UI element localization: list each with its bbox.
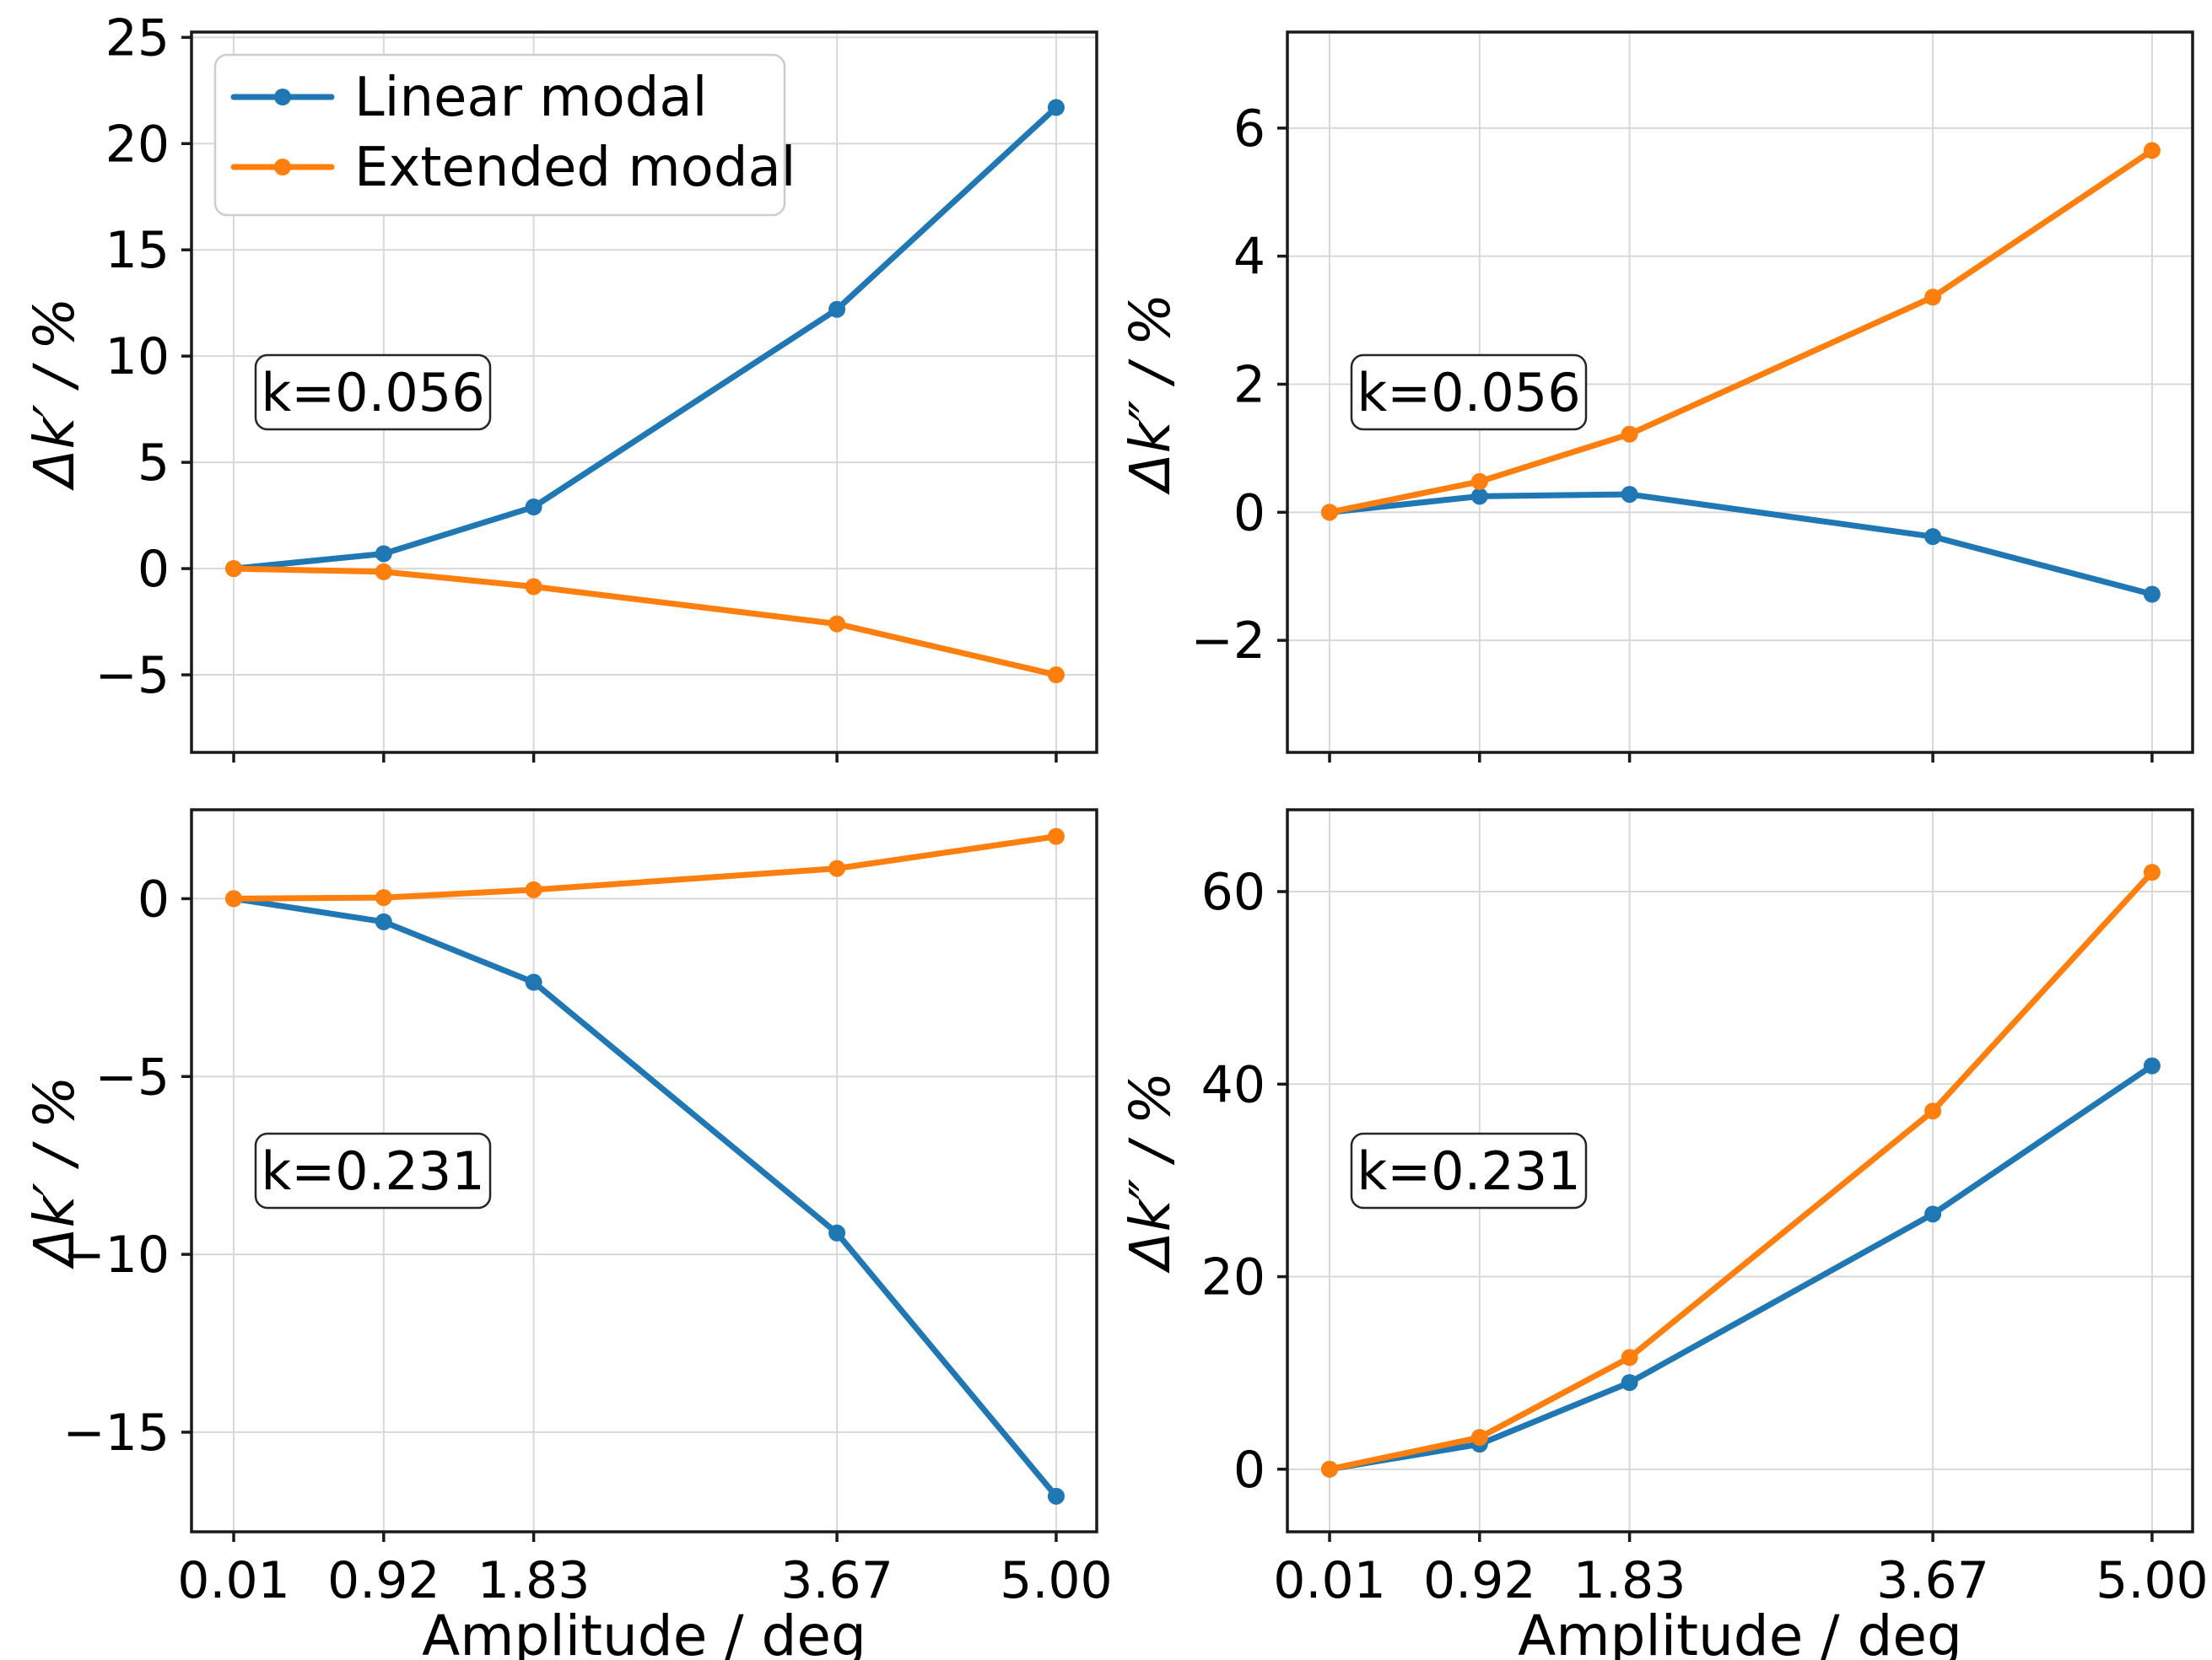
extended-modal-marker: [1621, 425, 1638, 443]
annotation-box: [254, 353, 492, 431]
x-tick-label: 3.67: [1876, 1551, 1989, 1610]
subplot-top-left: 25 20 15 10 5 0 −5 Δk′ / % k=0.056 Linear modal Ex…: [22, 8, 1098, 763]
y-tick-label: 0: [1233, 483, 1265, 542]
linear-modal-marker: [375, 545, 392, 563]
y-axis-label: Δk′ / %: [22, 1075, 87, 1269]
extended-modal-marker: [1470, 472, 1488, 490]
y-tick-label: −5: [95, 646, 170, 705]
annotation-label: k=0.056: [261, 362, 484, 423]
x-tick-label: 1.83: [1573, 1551, 1686, 1610]
y-tick-label: 20: [1201, 1248, 1265, 1307]
linear-modal-marker: [1470, 488, 1488, 505]
y-tick-label: 4: [1233, 228, 1265, 287]
x-axis-label: Amplitude / deg: [422, 1603, 866, 1660]
y-tick-label: 0: [138, 870, 170, 929]
extended-modal-marker: [1321, 504, 1339, 521]
extended-modal-marker: [525, 881, 542, 898]
extended-modal-marker: [1924, 288, 1942, 306]
extended-modal-marker: [375, 889, 392, 907]
linear-modal-marker: [1047, 1487, 1065, 1505]
axes-spines: [190, 30, 1098, 754]
linear-modal-marker: [375, 913, 392, 930]
extended-modal-marker: [225, 560, 243, 578]
axes-spines: [1286, 30, 2194, 754]
extended-modal-marker: [1047, 827, 1065, 845]
extended-modal-marker: [1470, 1429, 1488, 1447]
y-tick-label: 25: [105, 8, 170, 67]
legend: Linear modal Extended modal: [213, 53, 796, 217]
x-tick-label: 0.92: [327, 1551, 440, 1610]
y-axis-label: Δk″ / %: [1118, 294, 1183, 496]
annotation-box: [254, 1132, 492, 1210]
extended-modal-marker: [828, 615, 846, 633]
subplot-top-right: 6 4 2 0 −2 Δk″ / % k=0.056: [1118, 30, 2194, 763]
axes-spines: [190, 808, 1098, 1533]
linear-modal-marker: [525, 499, 542, 516]
extended-modal-marker: [2143, 864, 2161, 881]
extended-modal-marker: [1321, 1460, 1339, 1478]
x-tick-label: 3.67: [780, 1551, 893, 1610]
y-axis-label: Δk′ / %: [22, 297, 87, 491]
y-axis-label: Δk″ / %: [1118, 1072, 1183, 1275]
linear-modal-marker: [1621, 486, 1638, 504]
linear-modal-marker: [1621, 1374, 1638, 1392]
legend-marker-linear-modal: [274, 89, 291, 105]
linear-modal-marker: [828, 1224, 846, 1242]
x-tick-label: 0.92: [1423, 1551, 1536, 1610]
legend-label-linear-modal: Linear modal: [354, 67, 707, 129]
linear-modal-marker: [2143, 585, 2161, 603]
extended-modal-marker: [1047, 666, 1065, 684]
y-tick-label: −2: [1191, 612, 1265, 671]
y-tick-label: −15: [62, 1404, 170, 1463]
extended-modal-marker: [828, 860, 846, 877]
x-axis-label: Amplitude / deg: [1518, 1603, 1962, 1660]
extended-modal-marker: [1924, 1102, 1942, 1120]
x-tick-label: 0.01: [177, 1551, 290, 1610]
linear-modal-marker: [2143, 1057, 2161, 1075]
legend-marker-extended-modal: [274, 159, 291, 175]
subplot-bottom-right: 0.01 0.92 1.83 3.67 5.00 60 40 20 0 Δk″ / % Amplit…: [1118, 808, 2209, 1660]
subplot-bottom-left: 0.01 0.92 1.83 3.67 5.00 0 −5 −10 −15 Δk′ / % Ampl…: [22, 808, 1113, 1660]
extended-modal-marker: [375, 563, 392, 580]
x-tick-label: 1.83: [477, 1551, 591, 1610]
y-tick-label: 20: [105, 115, 170, 174]
linear-modal-marker: [828, 300, 846, 318]
linear-modal-marker: [525, 973, 542, 991]
y-tick-label: 0: [1233, 1441, 1265, 1500]
legend-box: [213, 53, 786, 217]
axes-spines: [1286, 808, 2194, 1533]
x-tick-label: 0.01: [1273, 1551, 1386, 1610]
y-tick-label: 0: [138, 540, 170, 599]
x-tick-label: 5.00: [1000, 1551, 1113, 1610]
extended-modal-marker: [225, 890, 243, 908]
extended-modal-marker: [1621, 1349, 1638, 1366]
linear-modal-marker: [1047, 99, 1065, 116]
extended-modal-marker: [525, 578, 542, 596]
extended-modal-marker: [2143, 142, 2161, 159]
y-tick-label: 10: [105, 327, 170, 386]
y-tick-label: 2: [1233, 356, 1265, 415]
annotation-label: k=0.231: [261, 1140, 484, 1202]
annotation-box: [1350, 1132, 1588, 1210]
linear-modal-marker: [1924, 528, 1942, 546]
y-tick-label: 40: [1201, 1055, 1265, 1114]
y-tick-label: 6: [1233, 100, 1265, 159]
linear-modal-marker: [1924, 1205, 1942, 1223]
annotation-label: k=0.231: [1357, 1140, 1580, 1202]
y-tick-label: −10: [62, 1226, 170, 1285]
y-tick-label: 60: [1201, 863, 1265, 922]
y-tick-label: 5: [138, 434, 170, 493]
annotation-label: k=0.056: [1357, 362, 1580, 423]
y-tick-label: 15: [105, 221, 170, 280]
legend-label-extended-modal: Extended modal: [354, 137, 796, 199]
x-tick-label: 5.00: [2096, 1551, 2209, 1610]
annotation-box: [1350, 353, 1588, 431]
y-tick-label: −5: [95, 1048, 170, 1107]
